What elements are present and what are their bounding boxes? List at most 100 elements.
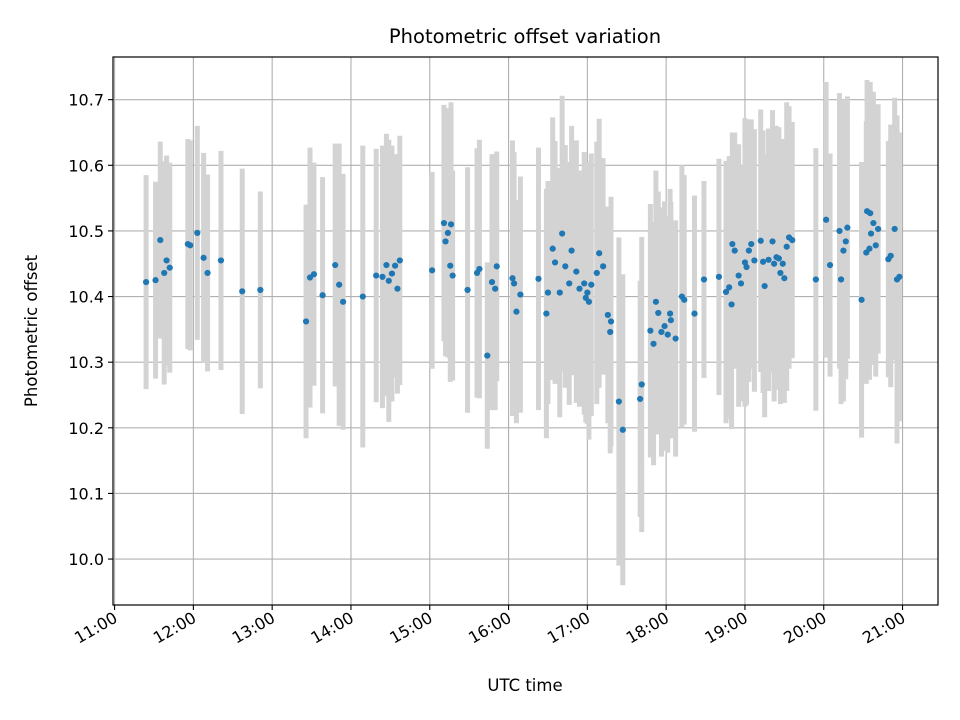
data-point	[607, 328, 614, 336]
data-point	[638, 381, 645, 388]
data-point	[200, 254, 207, 261]
data-point	[194, 229, 201, 236]
data-point	[596, 250, 603, 257]
data-point	[647, 327, 654, 334]
data-point	[488, 279, 496, 286]
data-point	[743, 263, 750, 271]
y-axis-label: Photometric offset	[22, 254, 41, 407]
data-point	[388, 270, 396, 277]
data-point	[217, 257, 225, 264]
data-point	[759, 258, 767, 265]
data-point	[559, 230, 566, 237]
data-point	[748, 240, 755, 248]
data-point	[700, 276, 708, 283]
data-point	[836, 227, 843, 235]
data-point	[359, 293, 366, 300]
data-point	[726, 284, 733, 291]
data-point	[493, 263, 500, 270]
data-point	[771, 260, 778, 267]
data-point	[650, 340, 657, 347]
data-point	[336, 281, 343, 288]
data-point	[543, 310, 550, 317]
data-point	[556, 289, 563, 296]
y-tick-label: 10.4	[68, 288, 104, 307]
data-point	[775, 255, 782, 262]
data-point	[584, 289, 591, 296]
data-point	[509, 275, 516, 282]
data-point	[551, 259, 559, 266]
data-point	[492, 285, 499, 292]
data-point	[715, 273, 723, 280]
y-tick-label: 10.1	[68, 484, 104, 503]
data-point	[163, 257, 170, 264]
data-point	[562, 263, 569, 270]
data-point	[812, 276, 819, 283]
y-axis-ticks: 10.0 10.1 10.2 10.3 10.4 10.5 10.6 10.7	[68, 91, 113, 569]
data-point	[593, 269, 600, 277]
data-point	[442, 238, 449, 245]
data-point	[655, 309, 662, 317]
data-point	[535, 275, 542, 282]
data-point	[383, 261, 390, 269]
data-point	[517, 291, 524, 298]
data-point	[870, 219, 877, 227]
data-point	[464, 286, 471, 294]
data-point	[566, 280, 573, 287]
data-point	[391, 262, 399, 269]
data-point	[187, 242, 194, 249]
data-point	[761, 282, 768, 290]
data-point	[604, 311, 611, 319]
data-point	[777, 269, 784, 277]
data-point	[745, 247, 752, 254]
y-tick-label: 10.0	[68, 550, 104, 569]
data-point	[161, 269, 168, 277]
data-point	[588, 281, 595, 288]
data-point	[858, 296, 865, 303]
data-point	[783, 243, 790, 250]
data-point	[339, 298, 347, 305]
data-point	[549, 245, 556, 252]
data-point	[637, 395, 644, 403]
data-point	[476, 265, 483, 273]
chart-title: Photometric offset variation	[389, 25, 661, 48]
data-point	[842, 238, 849, 245]
data-point	[664, 331, 671, 338]
data-point	[204, 269, 211, 277]
data-point	[447, 221, 455, 228]
data-point	[440, 219, 448, 227]
y-tick-label: 10.3	[68, 353, 104, 372]
data-point	[615, 398, 622, 405]
y-tick-label: 10.6	[68, 156, 104, 175]
data-point	[568, 247, 575, 254]
data-point	[449, 272, 456, 279]
data-point	[394, 285, 401, 292]
data-point	[600, 263, 607, 270]
data-point	[691, 310, 698, 317]
data-point	[823, 216, 830, 223]
data-point	[576, 285, 583, 292]
data-point	[867, 210, 874, 217]
data-point	[729, 240, 736, 248]
data-point	[666, 310, 674, 317]
data-point	[513, 308, 520, 315]
data-point	[157, 237, 164, 244]
data-point	[757, 237, 764, 244]
data-point	[544, 289, 552, 296]
data-point	[661, 322, 668, 330]
data-point	[573, 268, 580, 275]
data-point	[837, 276, 845, 283]
y-tick-label: 10.2	[68, 419, 104, 438]
data-point	[166, 264, 173, 271]
data-point	[731, 247, 738, 254]
data-point	[781, 275, 788, 282]
data-point	[379, 273, 386, 280]
data-point	[867, 230, 875, 237]
x-axis-label: UTC time	[487, 676, 562, 695]
y-tick-label: 10.5	[68, 222, 104, 241]
data-point	[581, 280, 588, 287]
data-point	[585, 298, 593, 305]
data-point	[142, 279, 150, 286]
data-point	[896, 273, 903, 280]
data-point	[735, 272, 742, 279]
